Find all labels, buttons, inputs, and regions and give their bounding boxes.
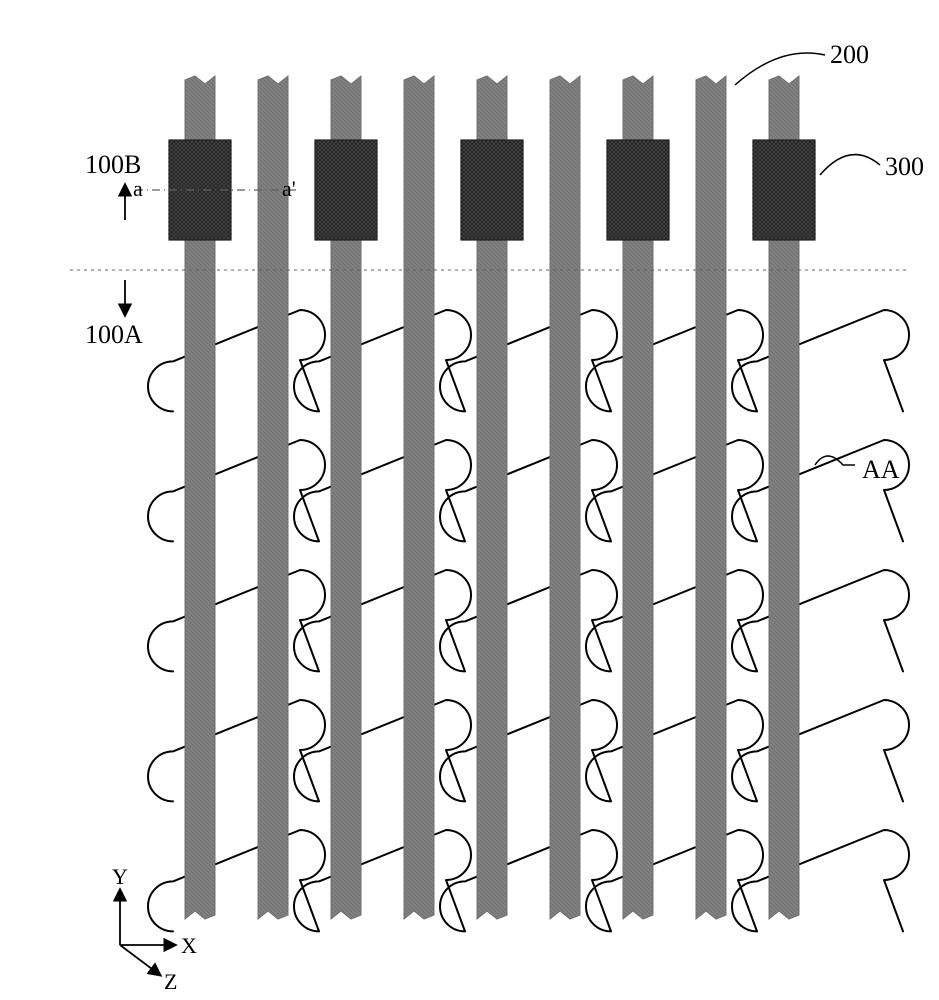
axis-X: X bbox=[181, 933, 197, 959]
label-aprime: a' bbox=[282, 176, 296, 202]
label-300: 300 bbox=[885, 152, 924, 182]
label-a: a bbox=[133, 176, 143, 202]
leader-300 bbox=[820, 155, 880, 175]
axis-z-arrow bbox=[120, 945, 160, 975]
label-200: 200 bbox=[830, 40, 869, 70]
bit-line bbox=[258, 76, 288, 919]
axis-Y: Y bbox=[112, 864, 128, 890]
contact-block bbox=[461, 140, 523, 240]
axis-Z: Z bbox=[164, 969, 177, 995]
bit-line bbox=[696, 76, 726, 919]
contact-block bbox=[607, 140, 669, 240]
bit-line bbox=[550, 76, 580, 919]
label-100A: 100A bbox=[85, 320, 143, 350]
contact-block bbox=[753, 140, 815, 240]
contact-block bbox=[315, 140, 377, 240]
label-AA: AA bbox=[862, 455, 900, 485]
bit-line bbox=[404, 76, 434, 919]
